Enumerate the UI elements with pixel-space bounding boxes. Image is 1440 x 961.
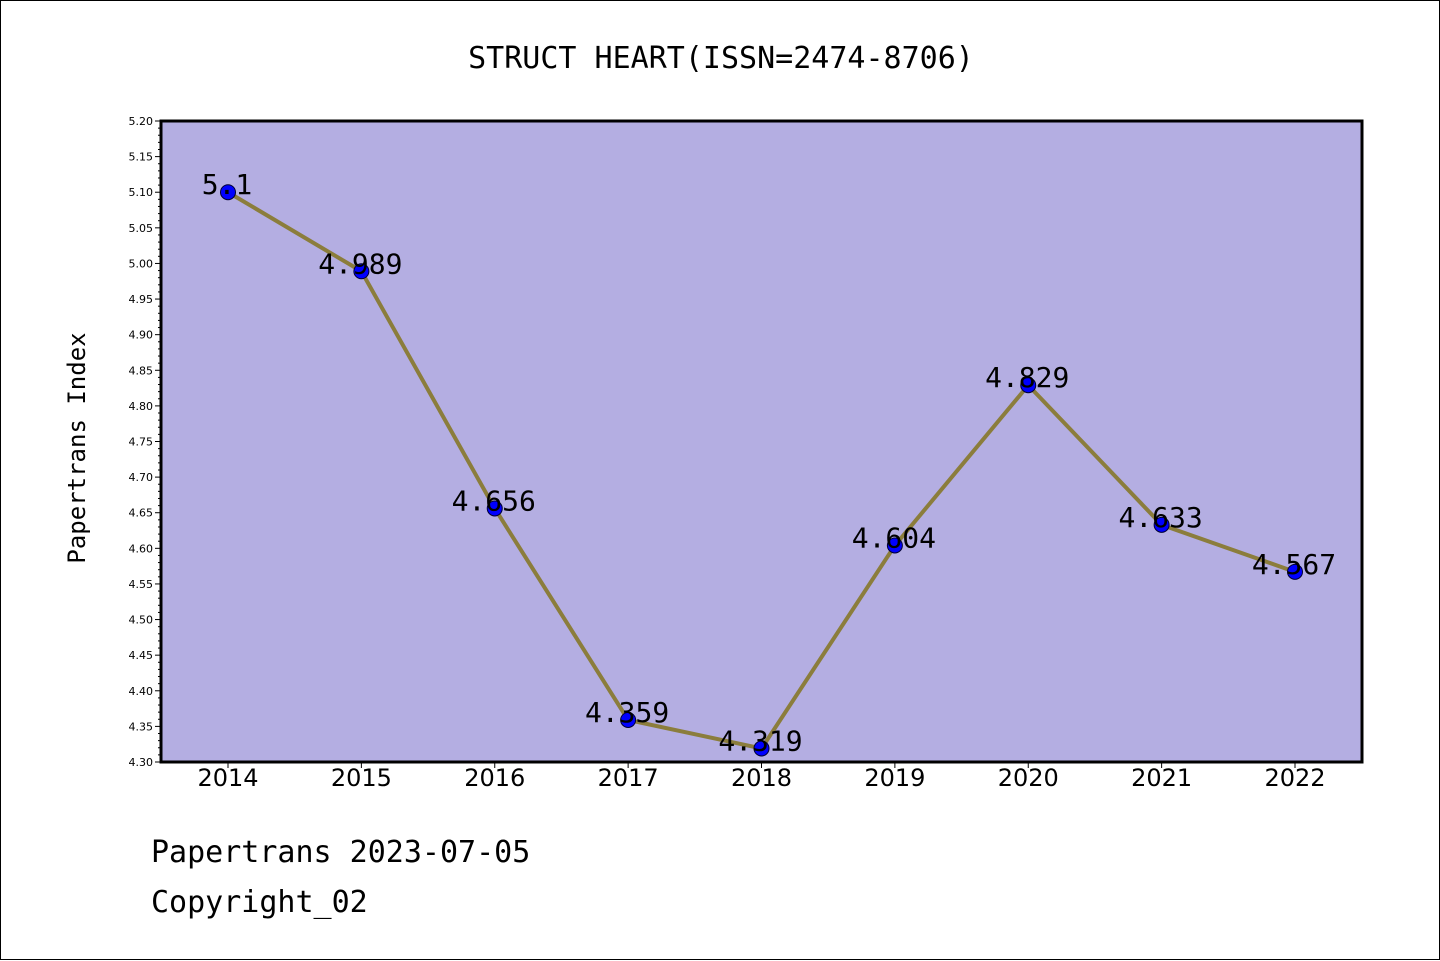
y-tick-label: 4.70: [129, 471, 154, 484]
data-label-2017: 4.359: [585, 696, 669, 729]
y-tick-label: 4.75: [129, 436, 154, 449]
data-point-2022: [1287, 563, 1303, 580]
data-label-2015: 4.989: [318, 247, 402, 280]
series-papertrans-index: [220, 184, 1303, 757]
y-tick-label: 4.95: [129, 293, 154, 306]
data-label-2016: 4.656: [452, 484, 536, 517]
y-axis: 4.30 4.35 4.40 4.45 4.50 4.55 4.60 4.65 4.70 4.75…: [129, 115, 161, 769]
x-tick-label: 2021: [1131, 764, 1192, 792]
data-point-2017: [620, 711, 637, 728]
x-tick-label: 2022: [1264, 764, 1325, 792]
y-tick-label: 5.20: [129, 115, 154, 128]
data-label-2020: 4.829: [985, 361, 1069, 394]
y-tick-label: 5.00: [129, 257, 154, 270]
footer-copyright: Copyright_02: [151, 885, 368, 920]
y-tick-label: 4.40: [129, 685, 154, 698]
data-point-2021: [1153, 516, 1170, 533]
data-point-2015: [353, 263, 370, 280]
y-tick-label: 4.35: [129, 720, 154, 733]
y-tick-label: 5.05: [129, 222, 154, 235]
data-labels: 5.1 4.989 4.656 4.359 4.319 4.604 4.829 4.633 4.…: [202, 168, 1336, 757]
data-point-2014: [220, 184, 236, 201]
y-tick-label: 4.45: [129, 649, 154, 662]
data-label-2018: 4.319: [718, 724, 802, 757]
x-tick-label: 2017: [598, 764, 659, 792]
plot-area: [161, 121, 1362, 762]
y-tick-label: 4.65: [129, 507, 154, 520]
x-tick-label: 2015: [331, 764, 392, 792]
data-label-2019: 4.604: [852, 521, 936, 554]
y-tick-label: 4.80: [129, 400, 154, 413]
y-tick-label: 4.90: [129, 329, 154, 342]
x-tick-label: 2014: [197, 764, 258, 792]
data-point-2020: [1020, 377, 1037, 394]
y-tick-label: 4.50: [129, 614, 154, 627]
x-tick-label: 2018: [731, 764, 792, 792]
data-point-2016: [486, 500, 503, 517]
y-tick-label: 4.55: [129, 578, 154, 591]
chart-title: STRUCT HEART(ISSN=2474-8706): [468, 41, 974, 76]
data-label-2021: 4.633: [1118, 501, 1202, 534]
y-tick-label: 5.10: [129, 186, 154, 199]
y-tick-label: 4.85: [129, 364, 154, 377]
x-tick-label: 2019: [864, 764, 925, 792]
x-axis: 2014 2015 2016 2017 2018 2019 2020 2021 2022: [197, 762, 1326, 792]
plot-border: [159, 119, 1364, 764]
data-point-2019: [886, 537, 903, 554]
y-axis-label: Papertrans Index: [63, 332, 91, 563]
footer-date: Papertrans 2023-07-05: [151, 835, 531, 870]
x-tick-label: 2016: [464, 764, 525, 792]
x-tick-label: 2020: [998, 764, 1059, 792]
y-tick-label: 4.60: [129, 542, 154, 555]
y-tick-label: 4.30: [129, 756, 154, 769]
data-label-2022: 4.567: [1252, 548, 1336, 581]
data-point-2018: [753, 740, 770, 757]
data-label-2014: 5.1: [202, 168, 253, 201]
y-tick-label: 5.15: [129, 151, 154, 164]
